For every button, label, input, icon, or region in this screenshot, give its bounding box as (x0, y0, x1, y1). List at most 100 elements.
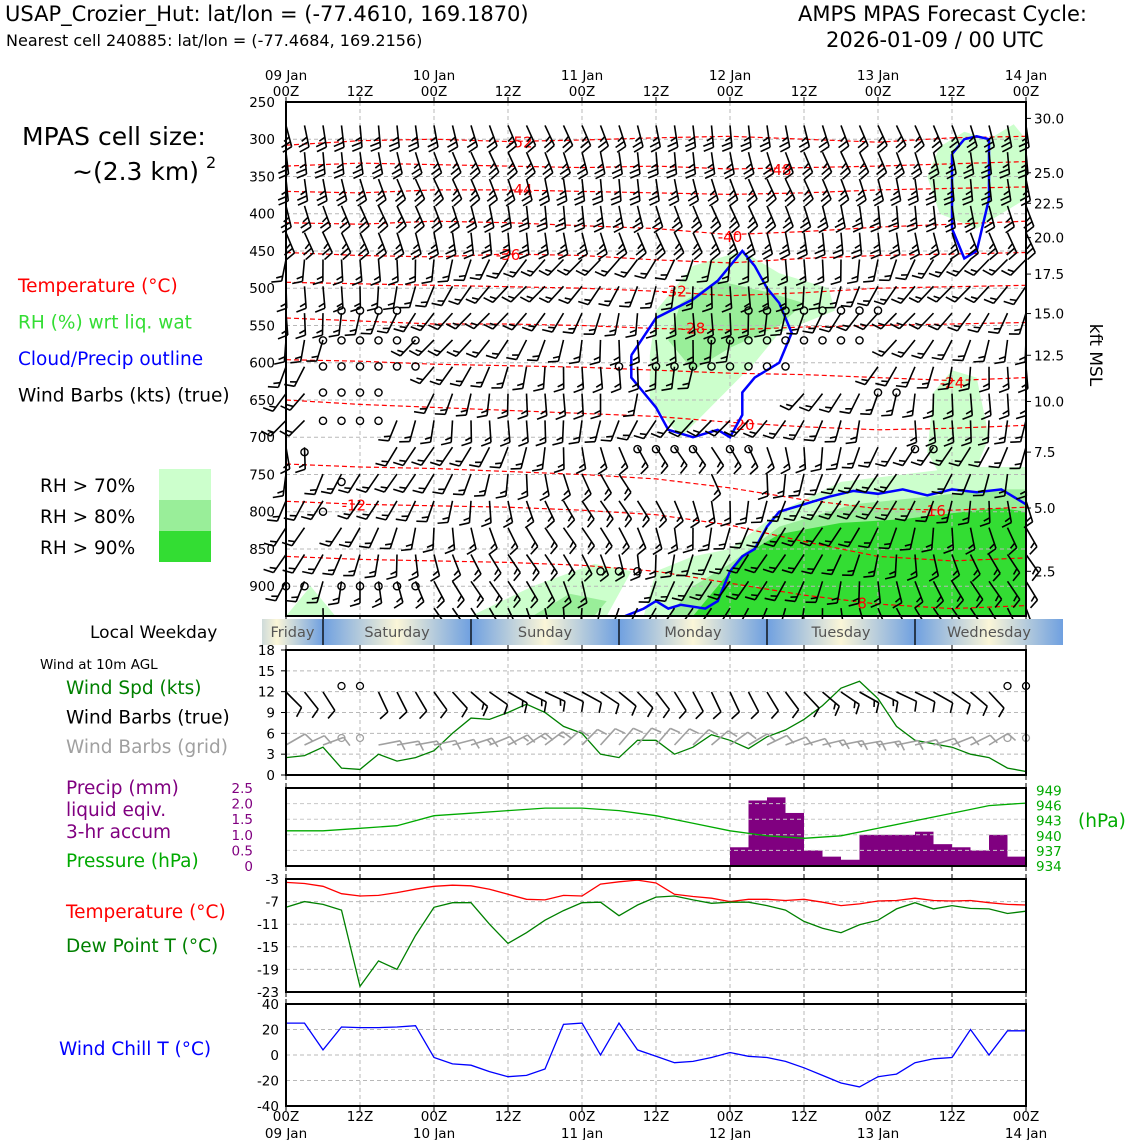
barb-flag (824, 513, 832, 516)
barb-flag (814, 463, 822, 468)
barb-flag (724, 173, 735, 180)
barb-staff (442, 473, 454, 495)
barb-flag (546, 600, 556, 609)
barb-staff (896, 739, 919, 746)
barb-flag (837, 217, 844, 223)
barb-flag (740, 307, 751, 313)
barb-staff (368, 527, 380, 549)
barb-staff (710, 205, 722, 227)
barb-flag (336, 136, 344, 142)
wind-barb (723, 152, 735, 180)
barb-flag (853, 701, 856, 709)
wind-barb-true (821, 691, 841, 717)
barb-flag (579, 729, 590, 737)
cell-size-title: MPAS cell size: (22, 122, 206, 151)
wind-barb (754, 313, 768, 338)
barb-flag (852, 597, 860, 602)
wind-barb (333, 125, 345, 153)
barb-flag (612, 221, 623, 229)
barb-flag (873, 217, 880, 223)
barb-staff (792, 420, 805, 441)
barb-staff (692, 446, 707, 466)
barb-staff (747, 286, 752, 309)
barb-flag (573, 436, 580, 441)
pressure-axis-title: (hPa) (1078, 811, 1126, 832)
barb-flag (431, 221, 441, 229)
barb-flag (946, 173, 957, 180)
barb-staff (474, 285, 491, 304)
barb-flag (1015, 436, 1023, 440)
barb-flag (442, 516, 450, 520)
barb-flag (957, 355, 965, 358)
barb-staff (439, 366, 454, 386)
barb-staff (766, 734, 788, 746)
wind-barb (684, 152, 697, 179)
wind-barb (489, 446, 509, 469)
barb-flag (452, 493, 464, 496)
wind-barb (840, 286, 861, 308)
barb-flag (788, 494, 799, 497)
barb-flag (1019, 195, 1030, 202)
barb-staff (468, 500, 472, 523)
barb-staff (495, 259, 509, 279)
barb-flag (842, 513, 850, 516)
wind-barb (740, 286, 752, 313)
wind-barb (459, 500, 472, 526)
barb-staff (507, 232, 511, 255)
barb-staff (867, 527, 879, 548)
barb-flag (821, 572, 832, 576)
barb-flag (295, 468, 306, 474)
barb-flag (685, 173, 696, 179)
barb-flag (371, 168, 382, 175)
barb-staff (673, 446, 688, 466)
wind-barb (375, 178, 387, 207)
wind-barb (469, 178, 481, 207)
calm-marker (744, 444, 753, 454)
barb-staff (884, 446, 898, 467)
barb-staff (850, 286, 861, 307)
wind-barb (766, 500, 787, 523)
wind-barb (757, 474, 769, 501)
barb-flag (405, 543, 413, 547)
wind-barb (863, 259, 879, 283)
barb-staff (303, 691, 319, 710)
barb-flag (501, 296, 512, 303)
barb-staff (904, 259, 916, 280)
barb-staff (951, 691, 971, 706)
precip-tick-label: 1.0 (232, 828, 253, 844)
wind-barb (1015, 393, 1027, 420)
wind-barb (668, 178, 680, 207)
barb-staff (618, 727, 634, 746)
wind-barb (597, 125, 610, 153)
barb-flag (984, 146, 995, 153)
barb-flag (839, 199, 850, 207)
barb-flag (594, 409, 601, 415)
wind-barb (387, 259, 399, 286)
wind-barb-true (840, 691, 860, 715)
barb-staff (947, 366, 953, 389)
wind-barb (750, 500, 768, 524)
wind-barb (818, 393, 842, 413)
barb-staff (877, 740, 900, 746)
barb-flag (780, 146, 791, 153)
barb-flag (877, 171, 888, 180)
barb-flag (510, 542, 517, 549)
barb-flag (743, 168, 754, 175)
wind-barb (558, 285, 583, 305)
barb-flag (269, 405, 277, 409)
wind-barb (958, 366, 972, 392)
barb-flag (806, 513, 814, 517)
barb-flag (825, 326, 832, 329)
barb-staff (396, 691, 408, 712)
barb-staff (677, 419, 694, 438)
barb-flag (445, 436, 452, 441)
barb-flag (610, 200, 622, 206)
barb-staff (932, 580, 945, 602)
wind-barb (759, 125, 771, 153)
wind-barb-true (526, 691, 547, 713)
barb-flag (835, 243, 843, 249)
wind-barb (951, 580, 965, 609)
barb-flag (633, 434, 644, 440)
barb-flag (987, 547, 997, 556)
